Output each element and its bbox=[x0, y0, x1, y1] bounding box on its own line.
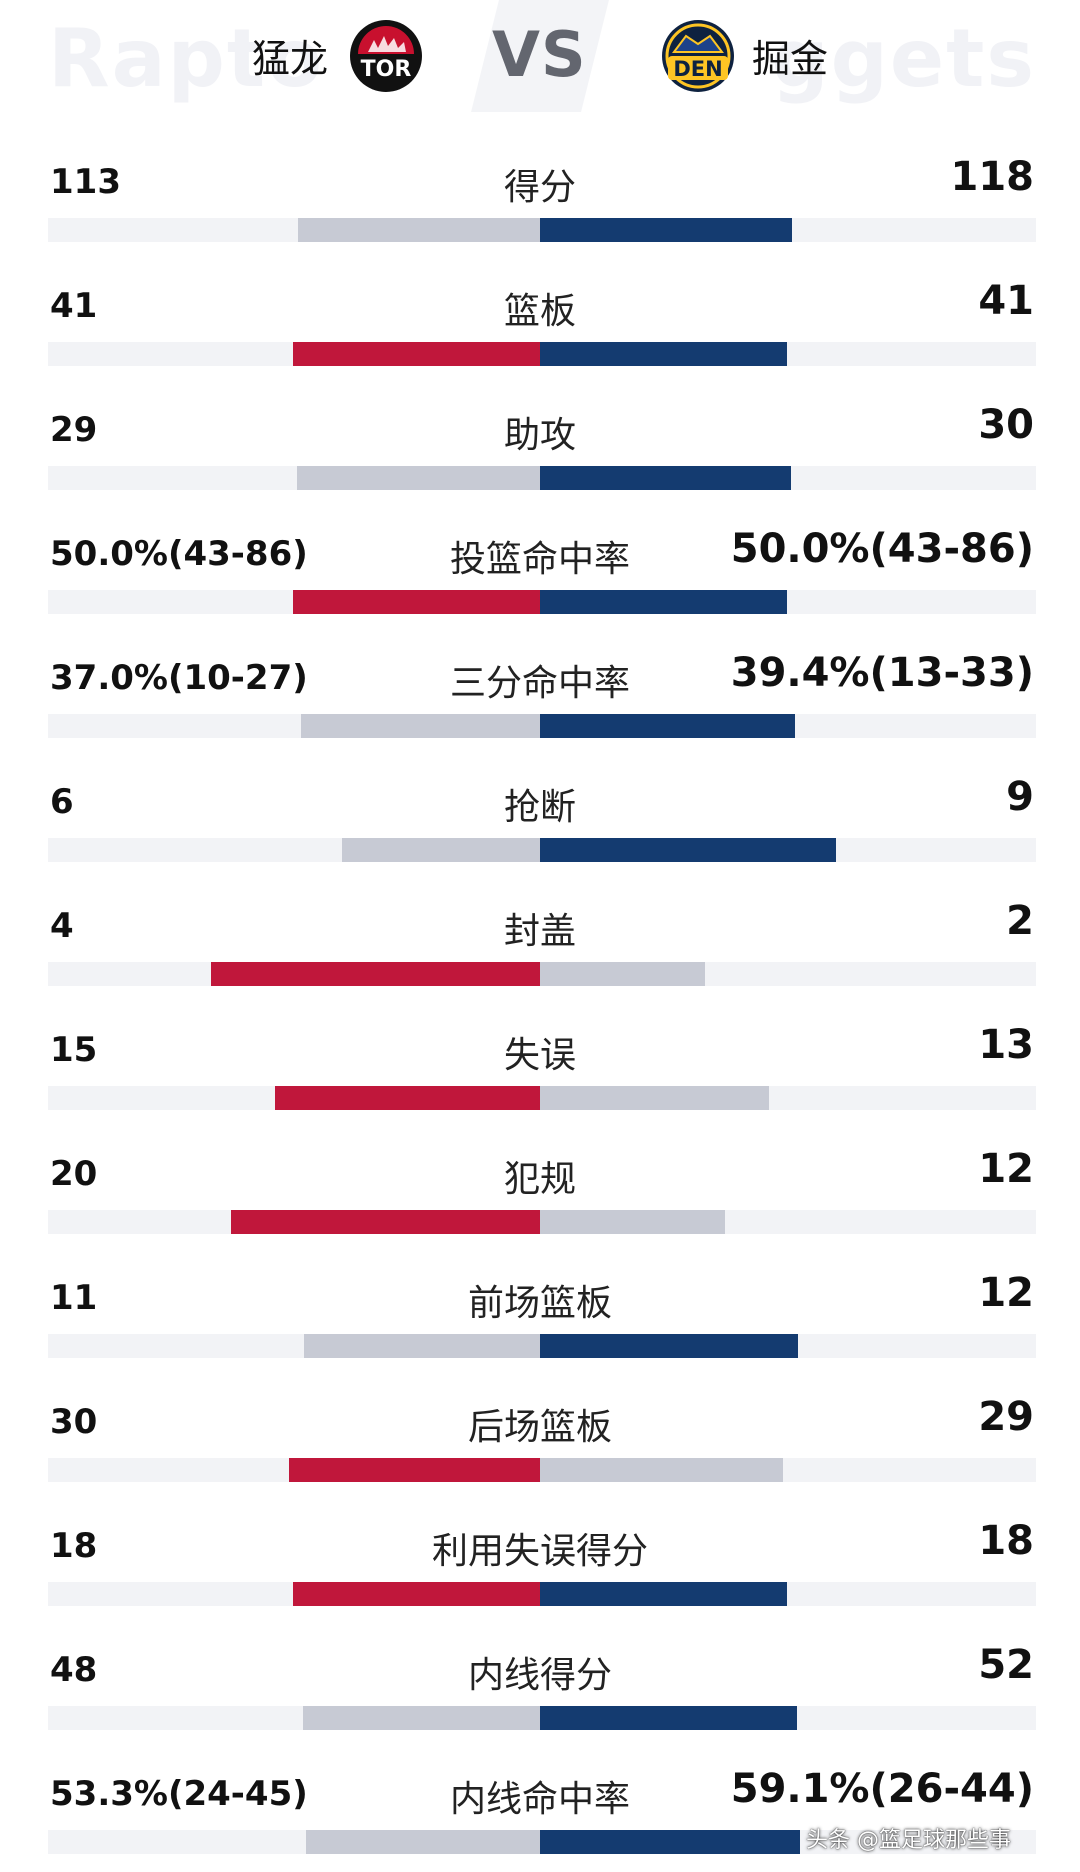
home-stat-bar bbox=[342, 838, 540, 862]
home-stat-bar bbox=[298, 218, 540, 242]
stat-label: 抢断 bbox=[503, 787, 576, 828]
home-team-background-word: Rapto bbox=[48, 12, 325, 105]
stat-row: 53.3%(24-45) 内线命中率 59.1%(26-44) bbox=[0, 1740, 1080, 1864]
stat-row: 37.0%(10-27) 三分命中率 39.4%(13-33) bbox=[0, 624, 1080, 748]
raptors-logo-icon[interactable]: TOR bbox=[348, 18, 424, 94]
away-stat-bar bbox=[540, 838, 836, 862]
away-value: 12 bbox=[978, 1146, 1034, 1192]
away-value: 29 bbox=[978, 1394, 1034, 1440]
home-value: 37.0%(10-27) bbox=[50, 658, 308, 698]
home-value: 48 bbox=[50, 1650, 98, 1690]
home-stat-bar bbox=[293, 1582, 540, 1606]
away-stat-bar bbox=[540, 1582, 787, 1606]
stat-label: 内线得分 bbox=[467, 1655, 612, 1696]
home-value: 4 bbox=[50, 906, 74, 946]
stat-comparison-list: 113 得分 118 41 篮板 41 29 助攻 30 50.0%(43-86) 投篮命中率 50.… bbox=[0, 128, 1080, 1864]
raptors-logo-text: TOR bbox=[361, 57, 412, 82]
home-value: 53.3%(24-45) bbox=[50, 1774, 308, 1814]
vs-label: VS bbox=[492, 18, 587, 91]
away-value: 2 bbox=[1006, 898, 1034, 944]
home-stat-bar bbox=[304, 1334, 540, 1358]
stat-label: 利用失误得分 bbox=[431, 1531, 648, 1572]
away-value: 30 bbox=[978, 402, 1034, 448]
stat-row: 41 篮板 41 bbox=[0, 252, 1080, 376]
home-value: 15 bbox=[50, 1030, 98, 1070]
stat-label: 投篮命中率 bbox=[449, 539, 630, 580]
stat-label: 前场篮板 bbox=[467, 1283, 612, 1324]
stat-label: 内线命中率 bbox=[449, 1779, 630, 1820]
stat-row: 15 失误 13 bbox=[0, 996, 1080, 1120]
away-value: 9 bbox=[1006, 774, 1034, 820]
stat-row: 4 封盖 2 bbox=[0, 872, 1080, 996]
stat-row: 113 得分 118 bbox=[0, 128, 1080, 252]
away-stat-bar bbox=[540, 1210, 725, 1234]
home-stat-bar bbox=[289, 1458, 540, 1482]
stat-row: 29 助攻 30 bbox=[0, 376, 1080, 500]
away-team-name[interactable]: 掘金 bbox=[752, 37, 829, 81]
away-value: 52 bbox=[978, 1642, 1034, 1688]
stat-row: 30 后场篮板 29 bbox=[0, 1368, 1080, 1492]
stat-label: 封盖 bbox=[503, 911, 576, 952]
stat-row: 50.0%(43-86) 投篮命中率 50.0%(43-86) bbox=[0, 500, 1080, 624]
away-stat-bar bbox=[540, 1086, 769, 1110]
stat-row: 20 犯规 12 bbox=[0, 1120, 1080, 1244]
away-stat-bar bbox=[540, 218, 792, 242]
stat-row: 6 抢断 9 bbox=[0, 748, 1080, 872]
home-value: 113 bbox=[50, 162, 121, 202]
away-value: 18 bbox=[978, 1518, 1034, 1564]
away-value: 13 bbox=[978, 1022, 1034, 1068]
home-stat-bar bbox=[303, 1706, 540, 1730]
home-value: 6 bbox=[50, 782, 74, 822]
home-stat-bar bbox=[297, 466, 540, 490]
away-stat-bar bbox=[540, 342, 787, 366]
away-stat-bar bbox=[540, 1830, 800, 1854]
away-stat-bar bbox=[540, 1706, 797, 1730]
home-stat-bar bbox=[301, 714, 540, 738]
home-stat-bar bbox=[293, 590, 540, 614]
away-stat-bar bbox=[540, 466, 791, 490]
away-stat-bar bbox=[540, 1334, 798, 1358]
home-team-name[interactable]: 猛龙 bbox=[252, 37, 329, 81]
stat-label: 助攻 bbox=[503, 415, 576, 456]
stat-label: 犯规 bbox=[503, 1159, 576, 1200]
home-value: 11 bbox=[50, 1278, 98, 1318]
home-stat-bar bbox=[293, 342, 540, 366]
home-stat-bar bbox=[211, 962, 540, 986]
stat-row: 18 利用失误得分 18 bbox=[0, 1492, 1080, 1616]
away-team-background-word: ggets bbox=[771, 12, 1036, 105]
home-stat-bar bbox=[231, 1210, 540, 1234]
stat-label: 篮板 bbox=[503, 291, 576, 332]
nuggets-logo-icon[interactable]: DEN bbox=[660, 18, 736, 94]
away-value: 50.0%(43-86) bbox=[730, 526, 1034, 572]
away-stat-bar bbox=[540, 962, 705, 986]
home-value: 30 bbox=[50, 1402, 98, 1442]
away-value: 118 bbox=[950, 154, 1035, 200]
home-value: 41 bbox=[50, 286, 98, 326]
stat-row: 11 前场篮板 12 bbox=[0, 1244, 1080, 1368]
home-value: 29 bbox=[50, 410, 98, 450]
away-value: 12 bbox=[978, 1270, 1034, 1316]
matchup-header: Rapto ggets 猛龙 TOR VS DEN 掘金 bbox=[0, 0, 1080, 112]
away-stat-bar bbox=[540, 714, 795, 738]
stat-label: 三分命中率 bbox=[449, 663, 630, 704]
away-value: 39.4%(13-33) bbox=[730, 650, 1034, 696]
stat-label: 得分 bbox=[503, 167, 576, 208]
away-value: 41 bbox=[978, 278, 1034, 324]
away-value: 59.1%(26-44) bbox=[730, 1766, 1034, 1812]
away-stat-bar bbox=[540, 1458, 783, 1482]
away-stat-bar bbox=[540, 590, 787, 614]
watermark: 头条 @篮足球那些事 bbox=[806, 1828, 1011, 1853]
home-stat-bar bbox=[306, 1830, 540, 1854]
home-value: 20 bbox=[50, 1154, 98, 1194]
home-value: 18 bbox=[50, 1526, 98, 1566]
stat-label: 失误 bbox=[503, 1035, 576, 1076]
home-stat-bar bbox=[275, 1086, 540, 1110]
home-value: 50.0%(43-86) bbox=[50, 534, 308, 574]
stat-row: 48 内线得分 52 bbox=[0, 1616, 1080, 1740]
nuggets-logo-text: DEN bbox=[673, 57, 722, 81]
stat-label: 后场篮板 bbox=[467, 1407, 612, 1448]
